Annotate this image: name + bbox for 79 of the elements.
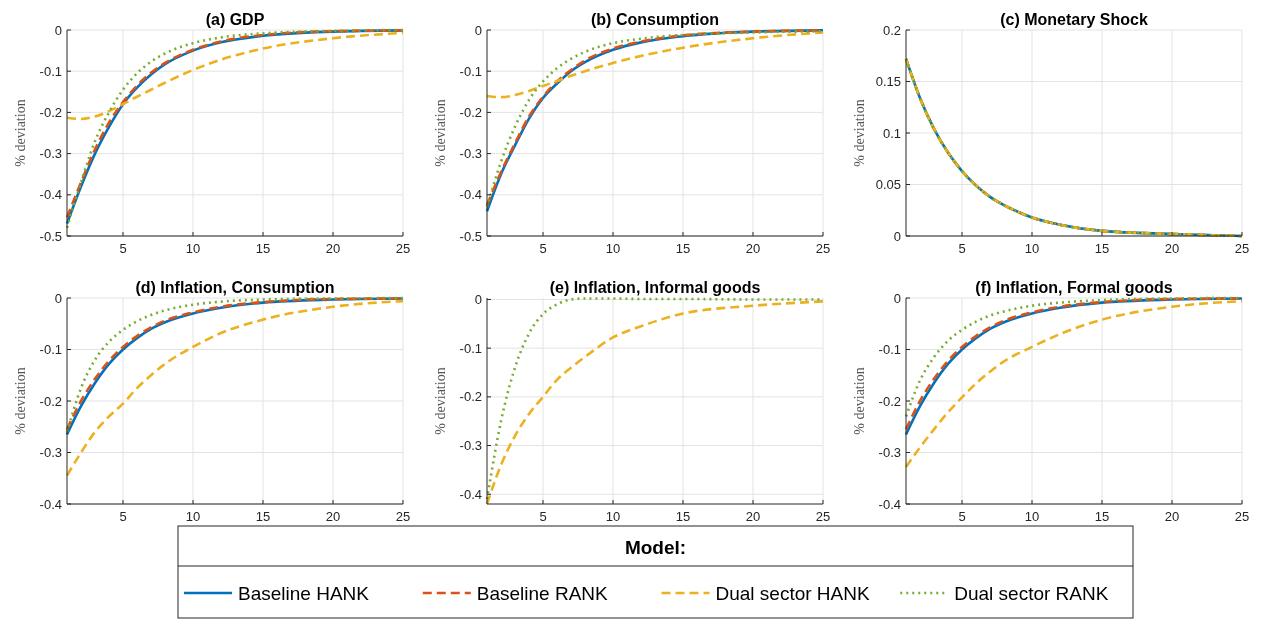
legend-title: Model:: [624, 537, 687, 558]
y-tick-label: -0.1: [39, 63, 62, 79]
y-tick-label: 0.2: [882, 22, 901, 38]
y-tick-label: -0.3: [39, 445, 62, 461]
x-tick-label: 20: [745, 509, 761, 524]
y-axis-title: % deviation: [13, 367, 28, 435]
y-axis-title: % deviation: [852, 99, 867, 167]
y-tick-label: -0.5: [39, 228, 62, 244]
x-tick-label: 15: [1094, 241, 1110, 256]
x-tick-label: 5: [958, 509, 966, 524]
x-tick-label: 25: [1234, 241, 1250, 256]
y-tick-label: -0.3: [39, 146, 62, 162]
y-tick-label: -0.5: [459, 228, 482, 244]
y-tick-label: 0: [54, 22, 62, 38]
x-tick-label: 20: [745, 241, 761, 256]
y-tick-label: 0: [474, 292, 482, 308]
y-tick-label: -0.3: [878, 445, 901, 461]
y-tick-label: 0.1: [882, 125, 901, 141]
x-tick-label: 25: [395, 241, 411, 256]
chart-title: (f) Inflation, Formal goods: [975, 279, 1173, 296]
y-tick-label: -0.2: [39, 393, 62, 409]
x-tick-label: 10: [1024, 241, 1040, 256]
y-tick-label: -0.2: [459, 104, 482, 120]
x-tick-label: 25: [815, 241, 831, 256]
x-tick-label: 5: [539, 509, 547, 524]
y-axis-title: % deviation: [433, 99, 448, 167]
x-tick-label: 15: [255, 241, 271, 256]
y-axis-title: % deviation: [852, 367, 867, 435]
y-tick-label: -0.3: [459, 438, 482, 454]
x-tick-label: 20: [1164, 241, 1180, 256]
legend-label: Baseline RANK: [476, 582, 609, 604]
x-tick-label: 5: [958, 241, 966, 256]
y-tick-label: -0.2: [39, 104, 62, 120]
y-tick-label: -0.1: [878, 342, 901, 358]
legend-label: Baseline HANK: [238, 582, 370, 604]
x-tick-label: 25: [1234, 509, 1250, 524]
chart-title: (c) Monetary Shock: [1000, 11, 1148, 28]
y-tick-label: -0.1: [39, 342, 62, 358]
chart-title: (e) Inflation, Informal goods: [549, 279, 761, 296]
legend-label: Dual sector HANK: [715, 582, 870, 604]
x-tick-label: 15: [255, 509, 271, 524]
x-tick-label: 5: [539, 241, 547, 256]
y-tick-label: -0.1: [459, 340, 482, 356]
y-tick-label: -0.2: [459, 389, 482, 405]
y-tick-label: 0: [893, 228, 901, 244]
x-tick-label: 10: [185, 241, 201, 256]
y-tick-label: -0.4: [459, 486, 482, 502]
y-tick-label: 0.05: [875, 177, 901, 193]
y-tick-label: -0.4: [39, 187, 62, 203]
y-tick-label: -0.4: [878, 496, 901, 512]
y-tick-label: 0.15: [875, 74, 901, 90]
y-tick-label: 0: [474, 22, 482, 38]
y-tick-label: -0.3: [459, 146, 482, 162]
x-tick-label: 20: [325, 509, 341, 524]
chart-title: (d) Inflation, Consumption: [135, 279, 335, 296]
y-axis-title: % deviation: [433, 367, 448, 435]
y-tick-label: -0.2: [878, 393, 901, 409]
x-tick-label: 25: [815, 509, 831, 524]
y-axis-title: % deviation: [13, 99, 28, 167]
y-tick-label: -0.4: [459, 187, 482, 203]
x-tick-label: 20: [325, 241, 341, 256]
x-tick-label: 5: [119, 241, 127, 256]
x-tick-label: 10: [605, 241, 621, 256]
legend-label: Dual sector RANK: [954, 582, 1109, 604]
y-tick-label: -0.4: [39, 496, 62, 512]
x-tick-label: 10: [185, 509, 201, 524]
chart-title: (a) GDP: [205, 11, 265, 28]
x-tick-label: 5: [119, 509, 127, 524]
x-tick-label: 20: [1164, 509, 1180, 524]
chart-title: (b) Consumption: [591, 11, 719, 28]
x-tick-label: 10: [605, 509, 621, 524]
y-tick-label: -0.1: [459, 63, 482, 79]
x-tick-label: 15: [1094, 509, 1110, 524]
y-tick-label: 0: [54, 290, 62, 306]
x-tick-label: 10: [1024, 509, 1040, 524]
x-tick-label: 25: [395, 509, 411, 524]
x-tick-label: 15: [675, 509, 691, 524]
x-tick-label: 15: [675, 241, 691, 256]
y-tick-label: 0: [893, 290, 901, 306]
